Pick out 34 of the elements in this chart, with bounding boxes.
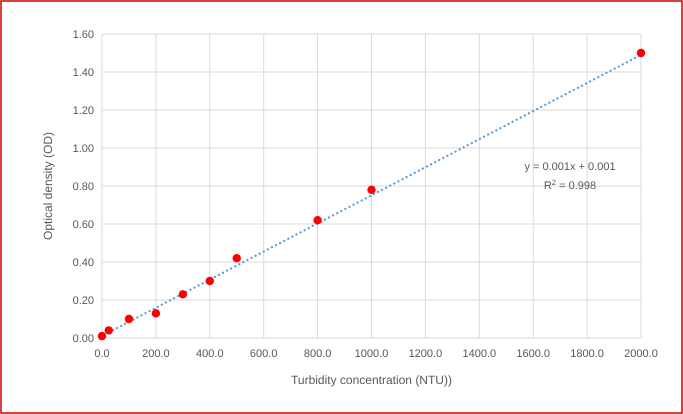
x-tick-label: 1400.0 xyxy=(462,348,496,360)
point xyxy=(152,309,160,318)
x-tick-label: 1800.0 xyxy=(570,348,604,360)
y-tick-label: 0.40 xyxy=(72,256,94,269)
point xyxy=(124,314,134,324)
x-tick-label: 200.0 xyxy=(142,348,170,360)
y-tick-label: 1.20 xyxy=(72,104,94,117)
x-tick-label: 600.0 xyxy=(250,348,278,360)
x-tick-label: 2000.0 xyxy=(624,348,658,360)
point xyxy=(206,276,214,286)
x-tick-label: 0.0 xyxy=(94,348,110,360)
point xyxy=(367,186,376,194)
y-axis-title: Optical density (OD) xyxy=(41,132,55,240)
y-tick-label: 0.20 xyxy=(72,294,94,307)
point xyxy=(232,254,241,262)
point xyxy=(636,48,646,58)
x-tick-label: 1000.0 xyxy=(354,348,388,360)
x-tick-label: 800.0 xyxy=(304,348,332,360)
point xyxy=(178,290,188,298)
y-tick-label: 0.00 xyxy=(72,332,94,345)
x-axis-title: Turbidity concentration (NTU)) xyxy=(291,373,452,387)
y-tick-label: 1.40 xyxy=(72,66,94,79)
x-tick-label: 1200.0 xyxy=(408,348,442,360)
y-tick-label: 0.60 xyxy=(72,218,94,231)
y-tick-label: 0.80 xyxy=(72,180,94,193)
annotation: R$^{2}$ = 0.998 xyxy=(544,178,596,192)
point xyxy=(313,216,322,224)
y-tick-label: 1.60 xyxy=(72,28,94,41)
point xyxy=(98,332,106,340)
point xyxy=(104,326,113,335)
y-tick-label: 1.00 xyxy=(72,142,94,155)
x-tick-label: 1600.0 xyxy=(516,348,550,360)
x-tick-label: 400.0 xyxy=(196,348,224,360)
annotation: y = 0.001x + 0.001 xyxy=(524,161,616,173)
